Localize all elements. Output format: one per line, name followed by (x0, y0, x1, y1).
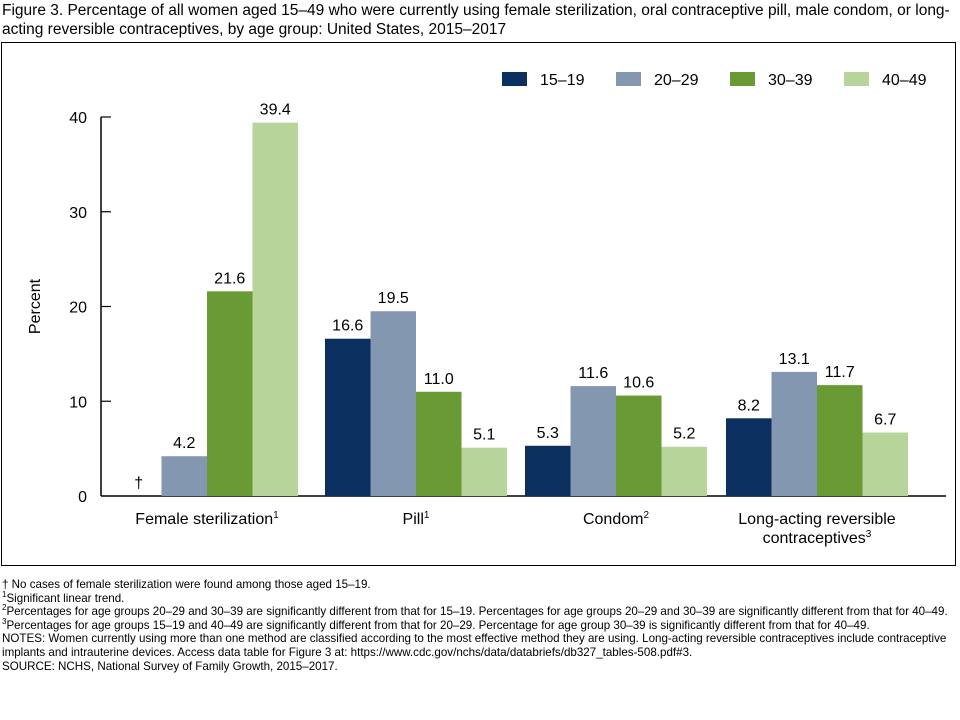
bar-label-0-1: 4.2 (173, 435, 195, 452)
bar-label-0-2: 21.6 (214, 270, 245, 287)
bar-2-0 (525, 445, 571, 496)
bar-label-0-0: † (134, 475, 143, 492)
legend-label-1: 20–29 (654, 72, 699, 89)
bar-label-1-3: 5.1 (473, 427, 495, 444)
legend-swatch-2 (730, 72, 755, 86)
y-tick-label-30: 30 (69, 205, 87, 222)
bar-label-2-2: 10.6 (623, 375, 654, 392)
bar-1-3 (461, 447, 507, 496)
bar-1-1 (370, 311, 416, 496)
y-axis-title: Percent (27, 278, 44, 334)
bar-3-2 (817, 385, 863, 496)
bar-0-1 (161, 456, 207, 496)
category-label-3-1: contraceptives3 (763, 529, 872, 547)
bar-3-1 (771, 371, 817, 496)
bar-2-3 (661, 446, 707, 496)
legend-swatch-1 (616, 72, 641, 86)
footnote-1: 1Significant linear trend. (2, 589, 125, 605)
y-tick-label-20: 20 (69, 300, 87, 317)
bar-3-3 (862, 432, 908, 496)
footnote-3: 3Percentages for age groups 15–19 and 40… (2, 616, 870, 632)
figure-title: Figure 3. Percentage of all women aged 1… (2, 2, 950, 38)
category-label-0-0: Female sterilization1 (135, 510, 279, 528)
bar-chart: 0 10 20 30 40 Percent † 4.2 21.6 39.4 Female steri… (27, 72, 946, 547)
y-tick-label-10: 10 (69, 394, 87, 411)
footnote-2: 2Percentages for age groups 20–29 and 30… (2, 603, 948, 619)
category-label-3-0: Long-acting reversible (738, 511, 896, 528)
footnotes: † No cases of female sterilization were … (2, 578, 957, 673)
bar-2-1 (570, 386, 616, 496)
chart-frame: 0 10 20 30 40 Percent † 4.2 21.6 39.4 Female steri… (1, 42, 956, 566)
bar-label-1-0: 16.6 (332, 318, 363, 335)
y-tick-label-0: 0 (78, 489, 87, 506)
legend-label-0: 15–19 (540, 72, 585, 89)
footnote-dagger: † No cases of female sterilization were … (2, 578, 371, 591)
bar-label-3-0: 8.2 (738, 397, 760, 414)
source-text: SOURCE: NCHS, National Survey of Family … (2, 659, 338, 673)
bar-0-3 (252, 122, 298, 496)
bar-1-0 (325, 338, 371, 496)
y-tick-label-40: 40 (69, 110, 87, 127)
legend-label-2: 30–39 (768, 72, 813, 89)
bar-label-2-1: 11.6 (578, 365, 608, 382)
bar-label-1-2: 11.0 (424, 371, 454, 388)
legend-swatch-0 (502, 72, 527, 86)
bar-label-3-1: 13.1 (779, 351, 810, 368)
bar-label-0-3: 39.4 (260, 102, 291, 119)
legend-swatch-3 (844, 72, 869, 86)
bar-label-2-0: 5.3 (537, 425, 559, 442)
bar-label-3-3: 6.7 (874, 412, 896, 429)
bar-0-2 (207, 291, 253, 496)
legend-label-3: 40–49 (882, 72, 927, 89)
bar-1-2 (416, 391, 462, 496)
notes-text: NOTES: Women currently using more than o… (2, 632, 947, 659)
bar-label-2-3: 5.2 (673, 426, 695, 443)
bar-2-2 (616, 395, 662, 496)
bar-label-1-1: 19.5 (378, 290, 409, 307)
category-label-1-0: Pill1 (403, 510, 430, 528)
bar-3-0 (726, 418, 772, 496)
category-label-2-0: Condom2 (583, 510, 649, 528)
bar-label-3-2: 11.7 (825, 364, 855, 381)
